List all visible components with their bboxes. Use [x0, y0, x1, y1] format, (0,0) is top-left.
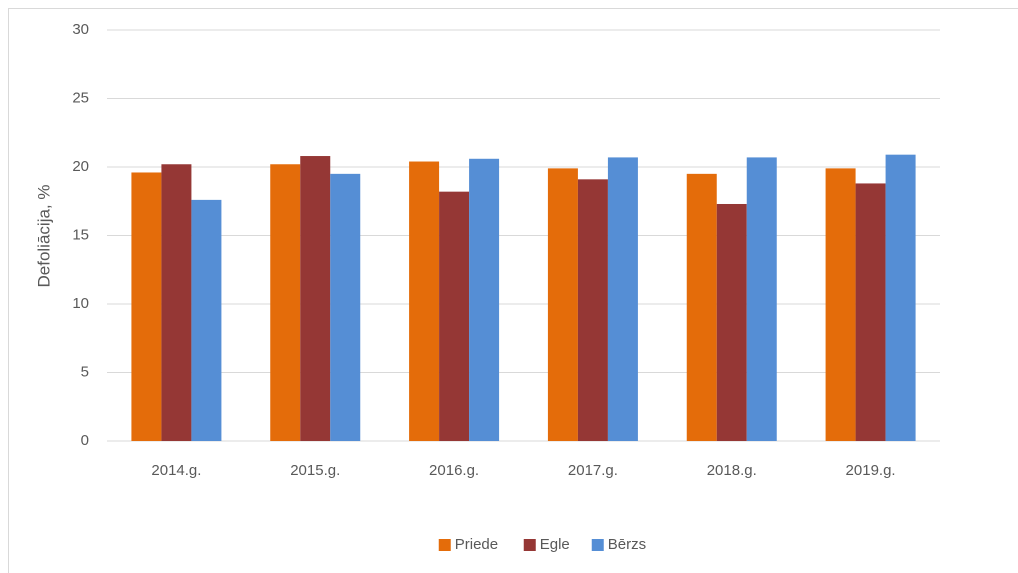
- x-tick-label: 2015.g.: [290, 462, 340, 479]
- bar: [855, 183, 886, 441]
- bar: [547, 168, 578, 441]
- x-tick-label: 2018.g.: [707, 462, 757, 479]
- bar: [330, 173, 361, 441]
- bar: [885, 154, 916, 442]
- legend-swatch: [438, 539, 451, 551]
- x-tick-label: 2019.g.: [846, 462, 896, 479]
- legend-label: Egle: [540, 536, 570, 553]
- bar: [577, 179, 608, 441]
- bar: [300, 156, 331, 442]
- bar: [716, 203, 747, 441]
- bar: [270, 164, 301, 441]
- y-tick-label: 15: [72, 226, 89, 243]
- x-tick-label: 2014.g.: [151, 462, 201, 479]
- legend-label: Bērzs: [608, 536, 646, 553]
- bar: [161, 164, 192, 441]
- legend-label: Priede: [455, 536, 498, 553]
- y-tick-label: 0: [81, 432, 89, 449]
- x-tick-label: 2017.g.: [568, 462, 618, 479]
- bar: [825, 168, 856, 441]
- legend-swatch: [523, 539, 536, 551]
- y-tick-label: 20: [72, 158, 89, 175]
- bar: [607, 157, 638, 441]
- bar: [439, 191, 470, 441]
- bar: [409, 161, 440, 441]
- y-tick-label: 25: [72, 89, 89, 106]
- y-axis-label: Defoliācija, %: [34, 185, 53, 288]
- y-tick-label: 5: [81, 363, 89, 380]
- bar: [746, 157, 777, 441]
- legend-swatch: [591, 539, 604, 551]
- bar: [191, 199, 222, 441]
- y-tick-label: 30: [72, 21, 89, 38]
- chart-border: [8, 8, 1018, 573]
- y-tick-label: 10: [72, 295, 89, 312]
- bar: [469, 158, 500, 441]
- x-tick-label: 2016.g.: [429, 462, 479, 479]
- bar: [131, 172, 162, 442]
- bar: [686, 173, 717, 441]
